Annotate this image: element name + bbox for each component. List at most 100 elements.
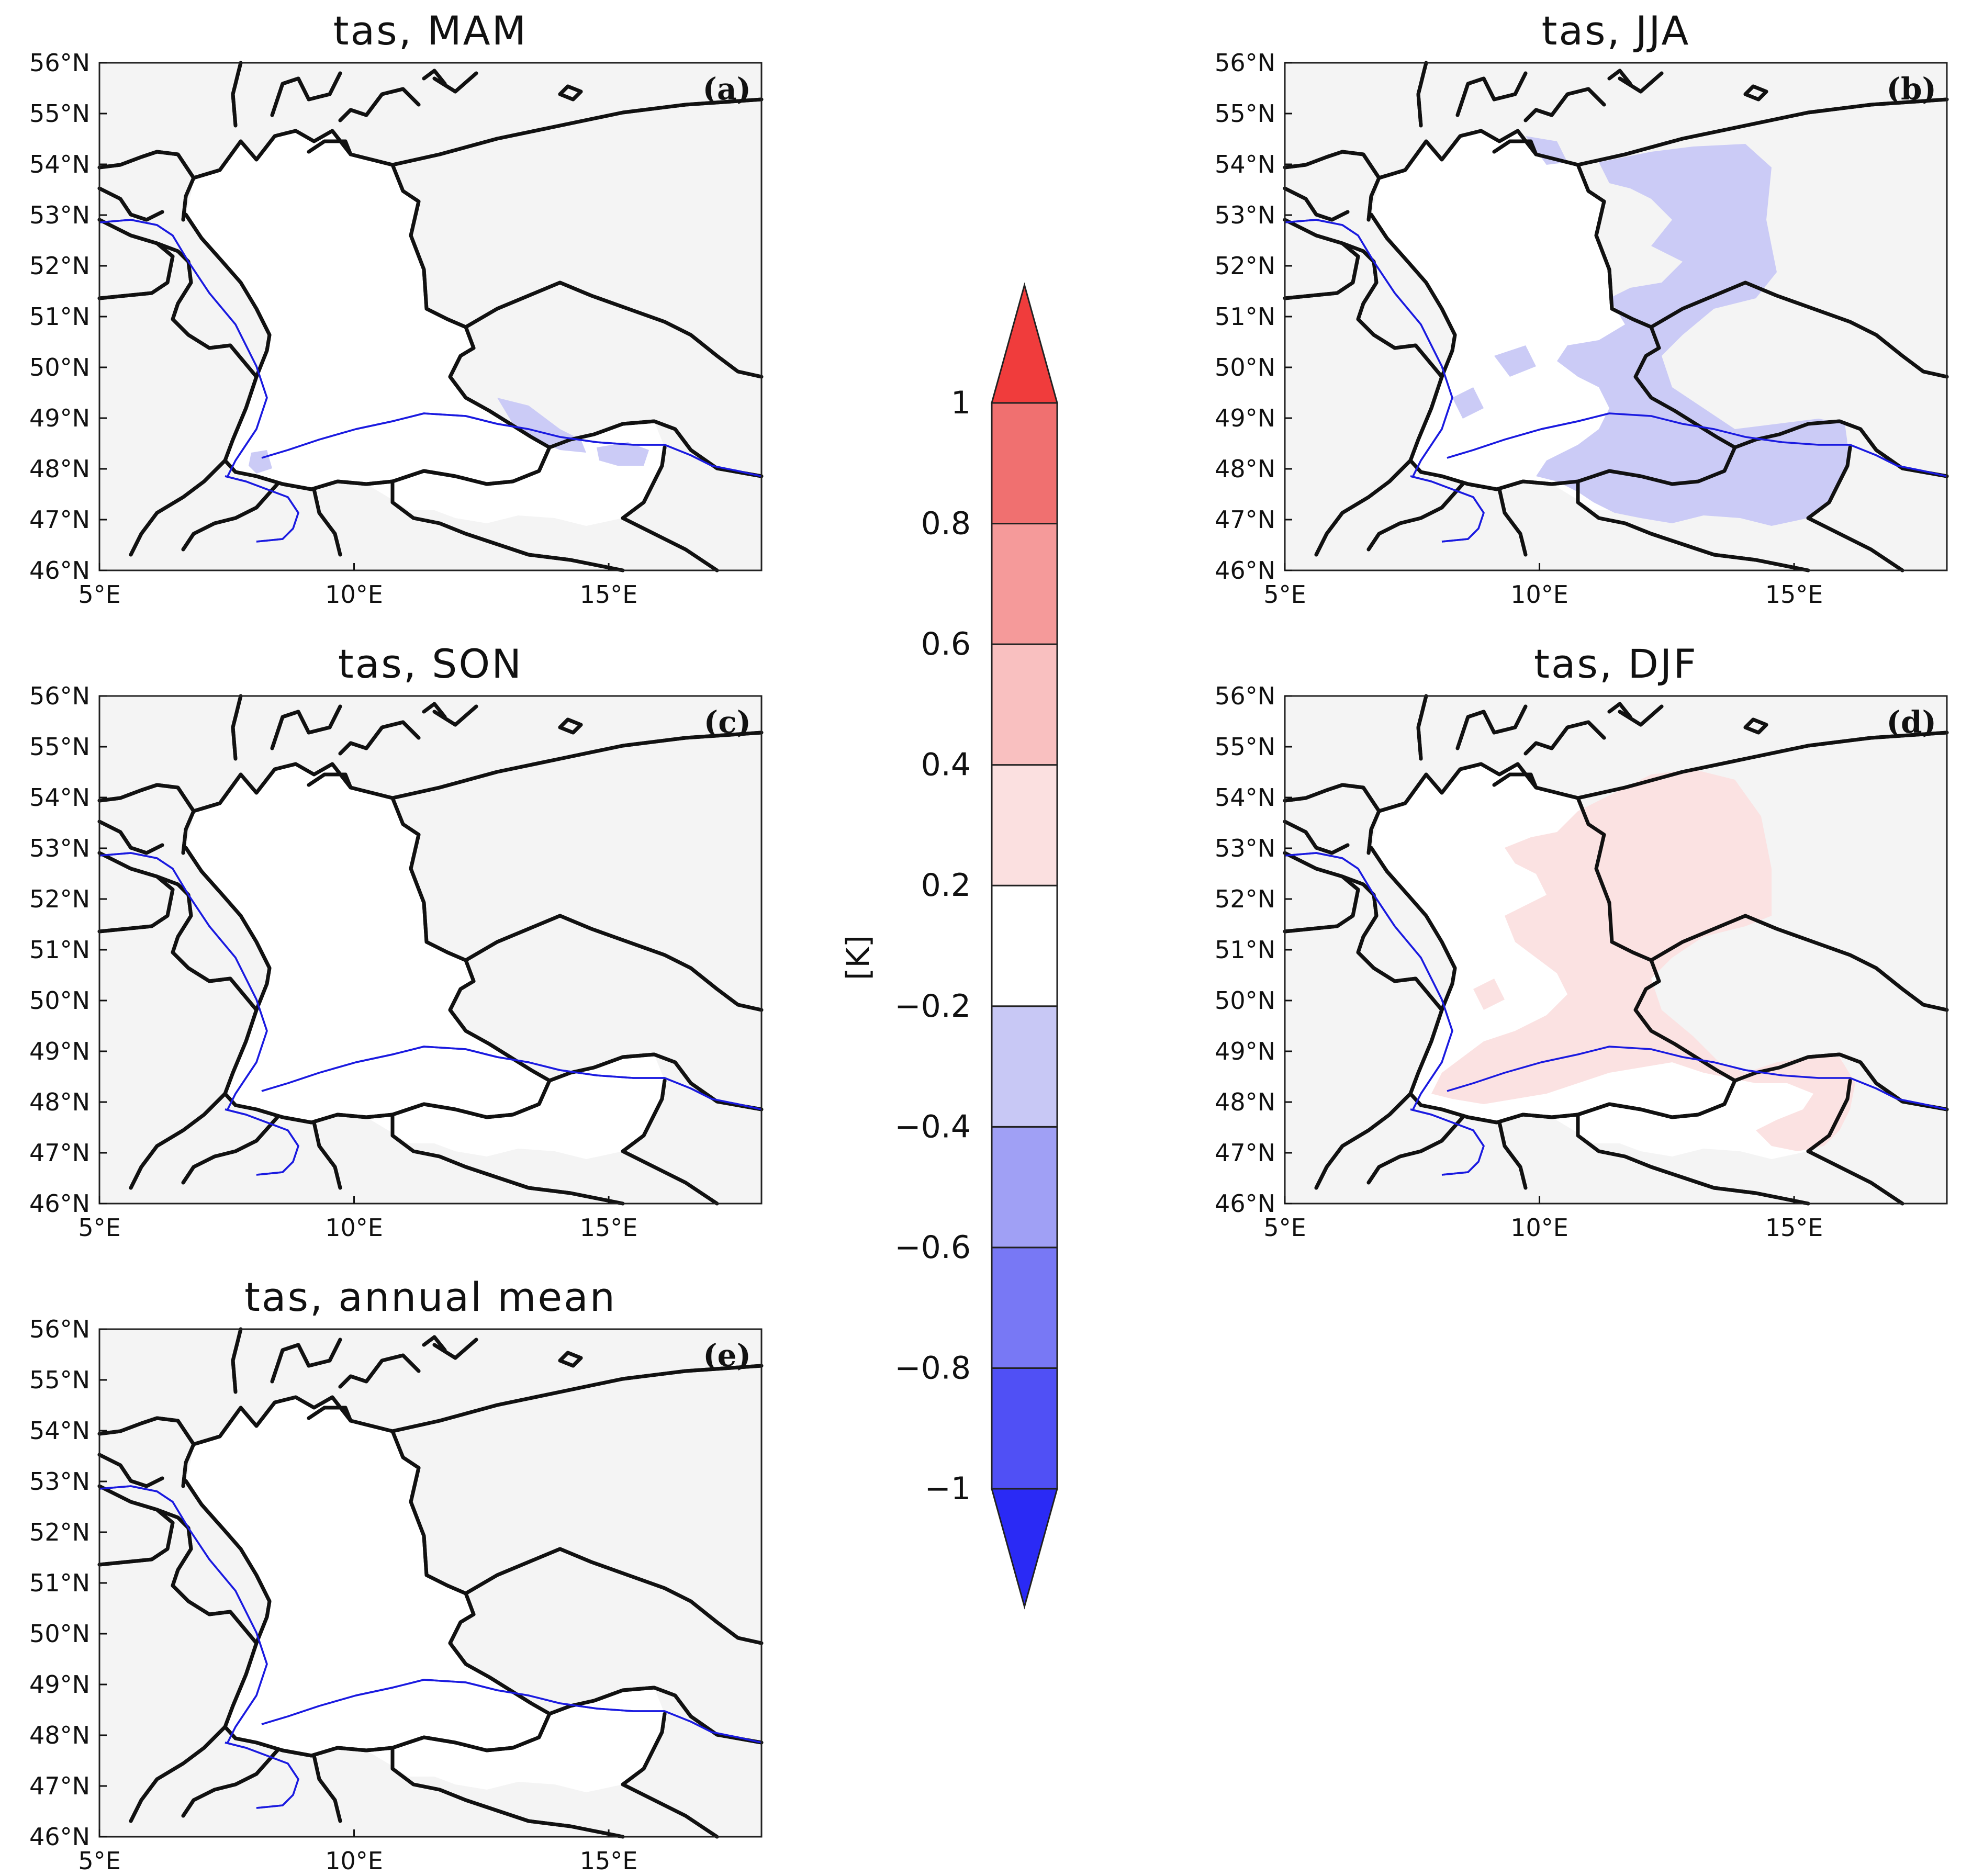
lon-tick-label: 15°E bbox=[580, 580, 638, 609]
colorbar-tick-label: 0.2 bbox=[921, 867, 971, 904]
anomaly-shading bbox=[1431, 769, 1855, 1151]
lat-tick-label: 48°N bbox=[29, 1721, 90, 1749]
lat-tick-label: 49°N bbox=[29, 1037, 90, 1065]
lon-tick-label: 15°E bbox=[1765, 1214, 1823, 1242]
lat-tick-label: 46°N bbox=[29, 1823, 90, 1851]
colorbar-tick-label: −0.6 bbox=[894, 1229, 971, 1266]
lat-tick-label: 46°N bbox=[29, 1189, 90, 1218]
lat-tick-label: 53°N bbox=[1215, 201, 1275, 229]
lat-tick-label: 55°N bbox=[29, 1366, 90, 1394]
lat-tick-label: 49°N bbox=[29, 1670, 90, 1699]
map-panel-mam: tas, MAM bbox=[29, 7, 764, 609]
map-panel-son: tas, SON bbox=[29, 641, 764, 1242]
colorbar-tick-label: 0.8 bbox=[921, 505, 971, 542]
lat-tick-label: 56°N bbox=[29, 1315, 90, 1343]
colorbar-bin bbox=[991, 1367, 1058, 1490]
lat-tick-label: 55°N bbox=[29, 99, 90, 128]
lat-tick-label: 50°N bbox=[29, 1620, 90, 1648]
lon-tick-label: 10°E bbox=[1510, 1214, 1568, 1242]
lon-tick-label: 5°E bbox=[1263, 580, 1306, 609]
colorbar-bin bbox=[991, 402, 1058, 525]
lat-tick-label: 53°N bbox=[1215, 834, 1275, 862]
lat-tick-label: 46°N bbox=[1215, 556, 1275, 585]
panel-title: tas, MAM bbox=[333, 7, 528, 54]
lat-tick-label: 51°N bbox=[1215, 302, 1275, 331]
map-area bbox=[97, 694, 764, 1206]
map-area bbox=[97, 61, 764, 572]
lon-tick-label: 15°E bbox=[580, 1214, 638, 1242]
lat-tick-label: 50°N bbox=[1215, 986, 1275, 1015]
lat-tick-label: 54°N bbox=[29, 1417, 90, 1445]
panel-label: (a) bbox=[703, 71, 751, 107]
map-area bbox=[1283, 694, 1949, 1206]
map-area bbox=[1283, 61, 1949, 572]
lat-tick-label: 50°N bbox=[29, 986, 90, 1015]
lat-tick-label: 56°N bbox=[1215, 682, 1275, 710]
lat-tick-label: 52°N bbox=[29, 885, 90, 913]
lat-tick-label: 47°N bbox=[29, 1772, 90, 1800]
lat-tick-label: 54°N bbox=[29, 783, 90, 812]
colorbar-extend-min bbox=[991, 1488, 1058, 1610]
lat-tick-label: 56°N bbox=[29, 49, 90, 77]
lat-tick-label: 47°N bbox=[1215, 505, 1275, 534]
colorbar-tick-label: 1 bbox=[951, 385, 971, 421]
panel-title: tas, JJA bbox=[1542, 7, 1690, 54]
colorbar-bin bbox=[991, 1126, 1058, 1249]
colorbar-tick-label: 0.6 bbox=[921, 626, 971, 662]
lat-tick-label: 51°N bbox=[1215, 936, 1275, 964]
colorbar-tick-label: −0.2 bbox=[894, 988, 971, 1025]
lat-tick-label: 49°N bbox=[1215, 1037, 1275, 1065]
lon-tick-label: 5°E bbox=[78, 1847, 120, 1875]
colorbar-tick-label: −0.4 bbox=[894, 1108, 971, 1145]
lon-tick-label: 10°E bbox=[325, 580, 383, 609]
lat-tick-label: 52°N bbox=[29, 1518, 90, 1546]
lat-tick-label: 54°N bbox=[29, 150, 90, 178]
lat-tick-label: 49°N bbox=[1215, 404, 1275, 432]
lon-tick-label: 10°E bbox=[325, 1214, 383, 1242]
colorbar-bin bbox=[991, 1246, 1058, 1369]
lat-tick-label: 48°N bbox=[1215, 455, 1275, 483]
colorbar-tick-label: −0.8 bbox=[894, 1350, 971, 1386]
panel-label: (e) bbox=[703, 1338, 751, 1373]
lon-tick-label: 10°E bbox=[325, 1847, 383, 1875]
lat-tick-label: 47°N bbox=[1215, 1139, 1275, 1167]
lon-tick-label: 15°E bbox=[1765, 580, 1823, 609]
map-area bbox=[97, 1327, 764, 1839]
lon-tick-label: 5°E bbox=[1263, 1214, 1306, 1242]
panel-label: (c) bbox=[704, 704, 751, 740]
panel-label: (d) bbox=[1887, 704, 1936, 740]
lat-tick-label: 49°N bbox=[29, 404, 90, 432]
map-panel-djf: tas, DJF bbox=[1215, 641, 1949, 1242]
lat-tick-label: 51°N bbox=[29, 936, 90, 964]
colorbar-tick-label: 0.4 bbox=[921, 747, 971, 783]
lat-tick-label: 47°N bbox=[29, 505, 90, 534]
lat-tick-label: 50°N bbox=[29, 353, 90, 381]
lat-tick-label: 52°N bbox=[1215, 252, 1275, 280]
colorbar-bin bbox=[991, 884, 1058, 1007]
lat-tick-label: 48°N bbox=[29, 1088, 90, 1116]
anomaly-shading bbox=[249, 398, 649, 474]
map-panel-annual-mean: tas, annual mean bbox=[29, 1274, 764, 1875]
lon-tick-label: 5°E bbox=[78, 580, 120, 609]
lat-tick-label: 52°N bbox=[29, 252, 90, 280]
lat-tick-label: 55°N bbox=[1215, 99, 1275, 128]
lat-tick-label: 46°N bbox=[29, 556, 90, 585]
lat-tick-label: 55°N bbox=[29, 733, 90, 761]
lat-tick-label: 56°N bbox=[29, 682, 90, 710]
panel-title: tas, annual mean bbox=[244, 1274, 617, 1320]
map-panel-jja: tas, JJA bbox=[1215, 7, 1949, 609]
lat-tick-label: 53°N bbox=[29, 201, 90, 229]
colorbar-bin bbox=[991, 1005, 1058, 1128]
colorbar-bin bbox=[991, 764, 1058, 886]
lat-tick-label: 48°N bbox=[1215, 1088, 1275, 1116]
lon-tick-label: 15°E bbox=[580, 1847, 638, 1875]
lon-tick-label: 10°E bbox=[1510, 580, 1568, 609]
lat-tick-label: 55°N bbox=[1215, 733, 1275, 761]
colorbar-extend-max bbox=[991, 282, 1058, 404]
lat-tick-label: 51°N bbox=[29, 302, 90, 331]
panel-title: tas, DJF bbox=[1534, 641, 1698, 687]
lat-tick-label: 50°N bbox=[1215, 353, 1275, 381]
lat-tick-label: 46°N bbox=[1215, 1189, 1275, 1218]
colorbar-unit-label: [K] bbox=[840, 935, 877, 980]
